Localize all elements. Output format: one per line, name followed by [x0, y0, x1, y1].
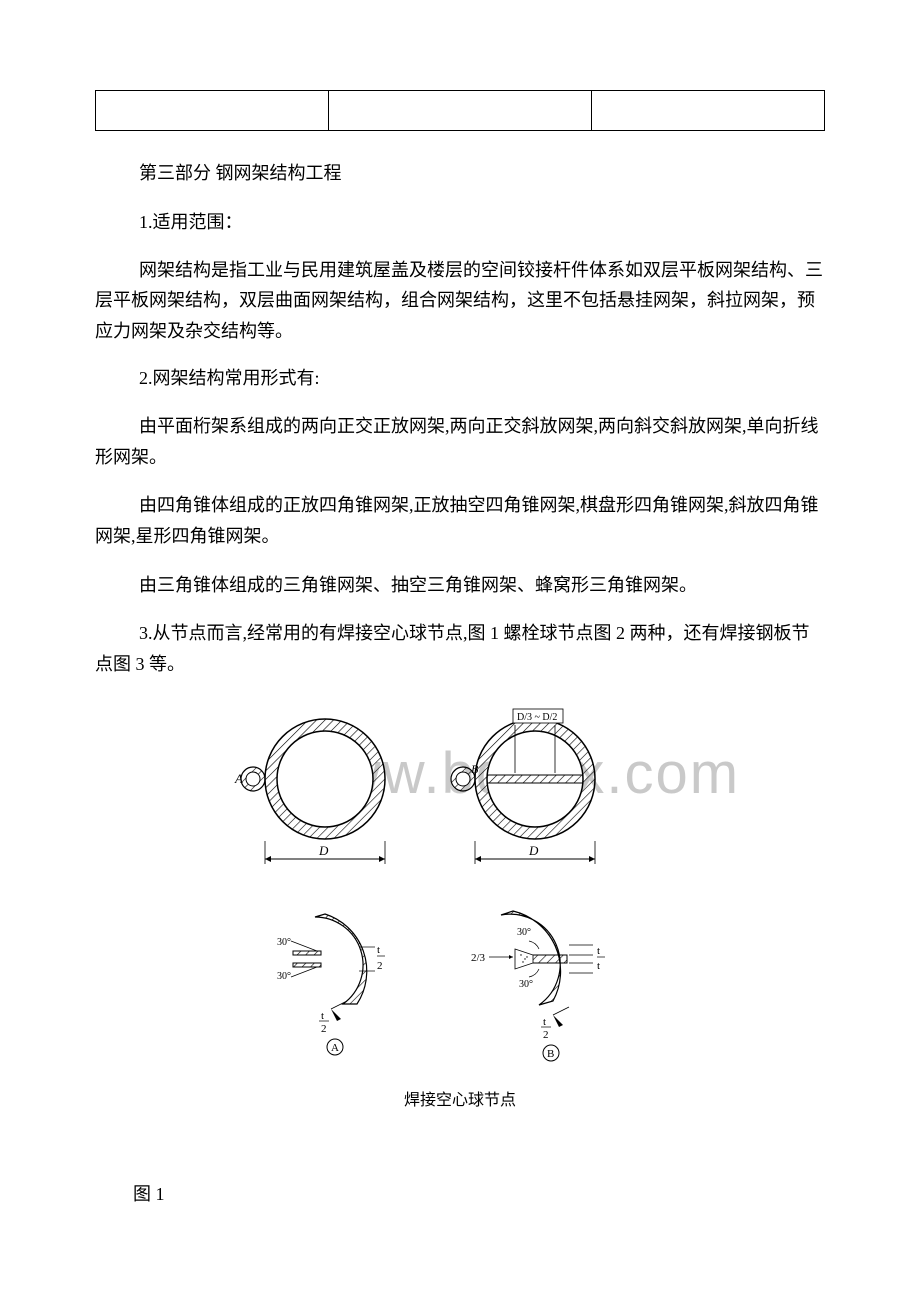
svg-text:2: 2	[543, 1029, 549, 1041]
figure-diagram: A D B D/3 ~ D/2	[95, 699, 825, 1110]
item-2-label: 2.网架结构常用形式有:	[139, 364, 825, 393]
dim-t2-a: t	[321, 1010, 324, 1022]
dim-t2-b: t	[543, 1016, 546, 1028]
table-cell	[591, 91, 824, 131]
item-2-text-3: 由三角锥体组成的三角锥网架、抽空三角锥网架、蜂窝形三角锥网架。	[95, 570, 825, 601]
angle-30-top-b: 30°	[517, 927, 531, 938]
item-2-text-1: 由平面桁架系组成的两向正交正放网架,两向正交斜放网架,两向斜交斜放网架,单向折线…	[95, 411, 825, 472]
label-b: B	[471, 762, 479, 776]
table-cell	[329, 91, 591, 131]
angle-30-bot-a: 30°	[277, 971, 291, 982]
item-1-label: 1.适用范围：	[139, 208, 825, 237]
welded-sphere-diagram: A D B D/3 ~ D/2	[225, 699, 695, 1069]
header-empty-table	[95, 90, 825, 131]
label-a: A	[234, 771, 243, 786]
circle-label-b: B	[547, 1048, 554, 1060]
label-d3d2: D/3 ~ D/2	[517, 712, 557, 723]
dim-23-b: 2/3	[471, 952, 486, 964]
section-title: 第三部分 钢网架结构工程	[139, 159, 825, 188]
svg-text:2: 2	[321, 1023, 327, 1035]
item-1-text: 网架结构是指工业与民用建筑屋盖及楼层的空间铰接杆件体系如双层平板网架结构、三层平…	[95, 255, 825, 347]
dim-2-a: 2	[377, 960, 383, 972]
figure-label: 图 1	[133, 1180, 825, 1206]
figure-inner-caption: 焊接空心球节点	[95, 1086, 825, 1110]
circle-label-a: A	[331, 1042, 339, 1054]
dim-t-a: t	[377, 944, 380, 956]
table-cell	[96, 91, 329, 131]
item-3-label: 3.从节点而言,经常用的有焊接空心球节点,图 1 螺栓球节点图 2 两种，还有焊…	[95, 618, 825, 679]
angle-30-top-a: 30°	[277, 937, 291, 948]
angle-30-bot-b: 30°	[519, 979, 533, 990]
dim-t-b2: t	[597, 960, 600, 972]
dim-t-b1: t	[597, 945, 600, 957]
label-d-left: D	[318, 843, 329, 858]
item-2-text-2: 由四角锥体组成的正放四角锥网架,正放抽空四角锥网架,棋盘形四角锥网架,斜放四角锥…	[95, 490, 825, 551]
label-d-right: D	[528, 843, 539, 858]
